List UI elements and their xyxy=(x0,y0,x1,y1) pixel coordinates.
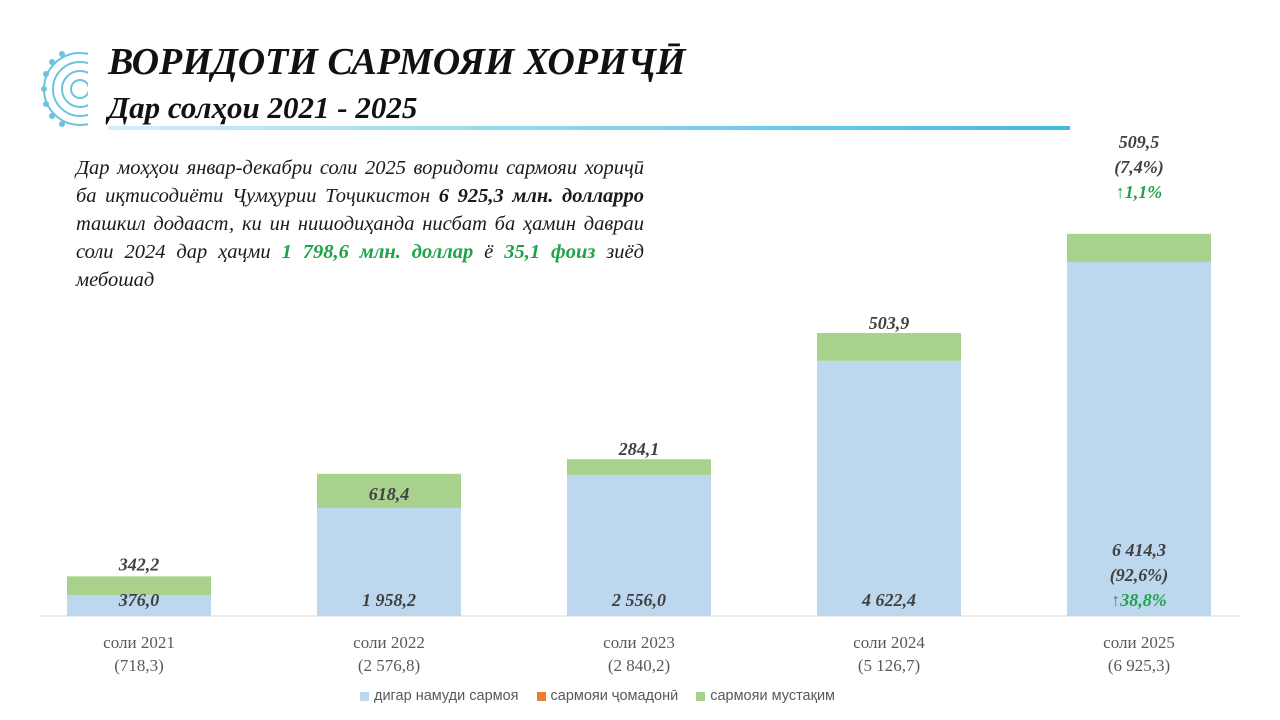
bar-other-4 xyxy=(1067,261,1211,616)
category-label-4: соли 2025 xyxy=(1103,633,1175,652)
legend-item-portfolio: сармояи ҷомадонӣ xyxy=(536,688,679,704)
legend-label-direct: сармояи мустақим xyxy=(710,688,836,704)
bar-direct-4 xyxy=(1067,233,1211,262)
label-direct-1: 618,4 xyxy=(369,484,410,504)
category-total-3: (5 126,7) xyxy=(858,656,920,675)
other-total-2025: 6 414,3 xyxy=(1112,540,1166,560)
bar-direct-1 xyxy=(317,473,461,508)
summary-text-4: зиёд мебошад xyxy=(76,241,645,291)
category-label-3: соли 2024 xyxy=(853,633,925,652)
category-label-2: соли 2023 xyxy=(603,633,675,652)
label-other-0: 376,0 xyxy=(118,590,160,610)
summary-paragraph: Дар моҳҳои январ-декабри соли 2025 ворид… xyxy=(76,154,644,294)
title-underline xyxy=(108,126,1070,130)
label-other-2: 2 556,0 xyxy=(611,590,666,610)
category-total-4: (6 925,3) xyxy=(1108,656,1170,675)
summary-text-2: ташкил додааст, ки ин нишодиҳанда нисбат… xyxy=(76,213,644,263)
summary-text-1: Дар моҳҳои январ-декабри соли 2025 ворид… xyxy=(76,157,644,207)
label-other-3: 4 622,4 xyxy=(861,590,916,610)
bar-other-0 xyxy=(67,595,211,616)
direct-share-2025: (7,4%) xyxy=(1114,157,1163,178)
summary-increase-percent: 35,1 фоиз xyxy=(504,241,596,263)
summary-text-3: ё xyxy=(473,241,505,263)
category-total-1: (2 576,8) xyxy=(358,656,420,675)
label-direct-2: 284,1 xyxy=(618,439,660,459)
category-label-0: соли 2021 xyxy=(103,633,175,652)
legend-swatch-other xyxy=(360,691,369,701)
category-label-1: соли 2022 xyxy=(353,633,425,652)
chart-legend: дигар намуди сармоя сармояи ҷомадонӣ сар… xyxy=(360,688,835,704)
legend-swatch-portfolio xyxy=(536,691,546,701)
bar-direct-3 xyxy=(817,333,961,361)
label-direct-4: 509,5 xyxy=(1119,132,1160,152)
legend-label-other: дигар намуди сармоя xyxy=(374,688,519,704)
bar-direct-2 xyxy=(567,459,711,475)
bar-other-1 xyxy=(317,507,461,616)
label-other-4: ↑38,8% xyxy=(1111,590,1167,610)
direct-growth-2025: ↑1,1% xyxy=(1116,182,1163,202)
bar-other-2 xyxy=(567,474,711,616)
legend-swatch-direct xyxy=(696,691,706,701)
ornament-logo-icon xyxy=(41,51,88,127)
bar-other-3 xyxy=(817,360,961,616)
summary-increase-amount: 1 798,6 млн. доллар xyxy=(281,241,474,263)
label-direct-0: 342,2 xyxy=(118,554,160,574)
category-total-2: (2 840,2) xyxy=(608,656,670,675)
page-title: ВОРИДОТИ САРМОЯИ ХОРИҶӢ xyxy=(108,41,686,83)
page-subtitle: Дар солҳои 2021 - 2025 xyxy=(108,90,418,125)
category-total-0: (718,3) xyxy=(114,656,164,675)
other-share-2025: (92,6%) xyxy=(1110,565,1168,586)
legend-item-direct: сармояи мустақим xyxy=(696,688,835,704)
summary-total-amount: 6 925,3 млн. долларро xyxy=(438,185,644,207)
label-other-1: 1 958,2 xyxy=(362,590,416,610)
legend-label-portfolio: сармояи ҷомадонӣ xyxy=(550,688,679,704)
legend-item-other: дигар намуди сармоя xyxy=(360,688,519,704)
label-direct-3: 503,9 xyxy=(869,313,910,333)
bar-direct-0 xyxy=(67,576,211,596)
